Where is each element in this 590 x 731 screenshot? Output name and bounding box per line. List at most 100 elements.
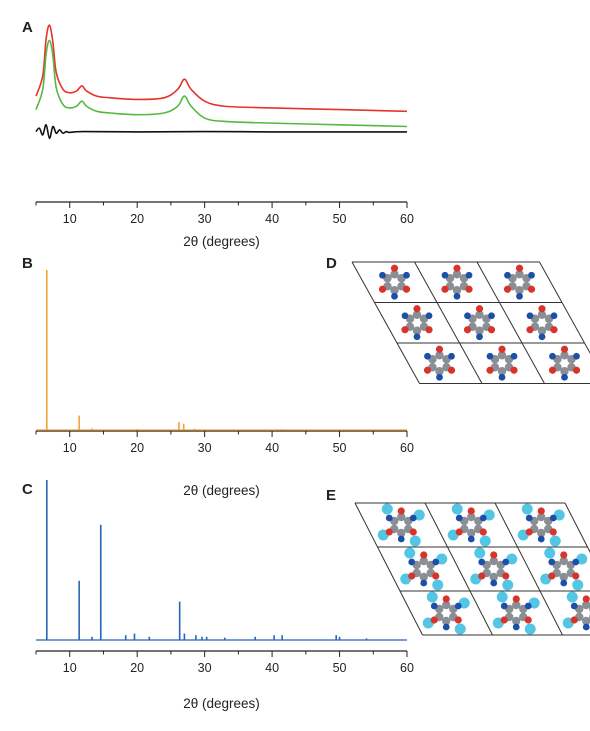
- structure-e-carbon-atom: [419, 556, 428, 566]
- structure-e-nitrogen-atom: [512, 623, 520, 631]
- panel-a-tick-label: 10: [63, 212, 77, 226]
- structure-d-nitrogen-atom: [510, 352, 518, 360]
- structure-e-nitrogen-atom: [420, 579, 428, 587]
- structure-e-molecule: [422, 591, 470, 635]
- structure-e-molecule: [562, 591, 590, 631]
- structure-d-nitrogen-atom: [526, 312, 534, 320]
- structure-e-carbon-atom: [489, 556, 498, 566]
- structure-d-oxygen-atom: [465, 285, 473, 293]
- structure-e-nitrogen-atom: [560, 579, 568, 587]
- structure-e-guest-atom: [381, 503, 393, 515]
- structure-e-nitrogen-atom: [479, 514, 487, 522]
- structure-e-carbon-atom: [419, 572, 428, 582]
- structure-d-cell-edge: [351, 261, 420, 384]
- structure-d-nitrogen-atom: [401, 312, 409, 320]
- structure-e-nitrogen-atom: [502, 558, 510, 566]
- structure-e-carbon-atom: [442, 600, 451, 610]
- chart-panel-b: 10 20 30 40 50 60 2θ (degrees): [35, 270, 414, 498]
- structure-e-molecule: [447, 503, 495, 547]
- structure-e-molecule: [540, 547, 588, 591]
- structure-e-guest-atom: [474, 547, 486, 559]
- structure-d-carbon-atom: [390, 270, 399, 279]
- structure-d-carbon-atom: [515, 270, 524, 279]
- structure-d-carbon-atom: [412, 326, 422, 335]
- structure-e-guest-atom: [502, 579, 514, 591]
- panel-letter-e: E: [326, 487, 336, 504]
- structure-e-guest-atom: [572, 579, 584, 591]
- structure-e-nitrogen-atom: [408, 558, 416, 566]
- structure-d-oxygen-atom: [402, 285, 411, 293]
- structure-d-oxygen-atom: [550, 326, 558, 334]
- structure-e-oxygen-atom: [524, 616, 532, 624]
- structure-d-carbon-atom: [475, 310, 484, 319]
- structure-d-nitrogen-atom: [561, 373, 568, 381]
- structure-d-oxygen-atom: [441, 285, 449, 293]
- structure-e-carbon-atom: [512, 616, 521, 626]
- structure-e-molecule: [517, 503, 565, 547]
- structure-e-oxygen-atom: [582, 595, 590, 603]
- panel-c-x-axis-label: 2θ (degrees): [183, 696, 260, 711]
- structure-e-oxygen-atom: [560, 551, 568, 559]
- structure-d-nitrogen-atom: [391, 292, 398, 300]
- crystal-structure-e: [354, 502, 590, 636]
- structure-e-guest-atom: [549, 535, 561, 547]
- structure-e-guest-atom: [426, 591, 438, 603]
- structure-d-molecule: [486, 345, 518, 381]
- structure-d-oxygen-atom: [475, 305, 484, 313]
- panel-b-tick-label: 50: [333, 441, 347, 455]
- structure-e-oxygen-atom: [572, 572, 580, 580]
- structure-e-oxygen-atom: [570, 616, 578, 624]
- panel-b-x-axis-label: 2θ (degrees): [183, 483, 260, 498]
- structure-d-oxygen-atom: [447, 366, 456, 374]
- structure-d-carbon-atom: [515, 286, 524, 295]
- panel-c-tick-label: 10: [63, 661, 77, 675]
- structure-e-molecule: [470, 547, 518, 591]
- structure-e-oxygen-atom: [467, 507, 475, 515]
- structure-e-carbon-atom: [397, 512, 406, 522]
- structure-e-carbon-atom: [442, 616, 451, 626]
- structure-d-oxygen-atom: [526, 326, 534, 334]
- structure-e-guest-atom: [404, 547, 416, 559]
- structure-e-oxygen-atom: [420, 551, 428, 559]
- panel-b-tick-label: 30: [198, 441, 212, 455]
- panel-c-tick-label: 60: [400, 661, 414, 675]
- structure-e-nitrogen-atom: [454, 602, 462, 610]
- panel-a-series-line-3: [35, 123, 407, 140]
- structure-e-guest-atom: [521, 503, 533, 515]
- structure-e-carbon-atom: [467, 528, 476, 538]
- structure-d-nitrogen-atom: [448, 352, 455, 360]
- structure-d-nitrogen-atom: [488, 312, 495, 320]
- structure-d-oxygen-atom: [425, 326, 433, 334]
- structure-e-carbon-atom: [537, 528, 546, 538]
- structure-e-nitrogen-atom: [409, 514, 417, 522]
- structure-d-molecule: [463, 305, 496, 341]
- structure-d-molecule: [423, 345, 456, 381]
- structure-e-molecule: [492, 591, 540, 635]
- structure-e-carbon-atom: [397, 528, 406, 538]
- structure-d-carbon-atom: [560, 351, 569, 360]
- structure-d-nitrogen-atom: [549, 352, 556, 360]
- structure-d-oxygen-atom: [413, 305, 421, 313]
- panel-b-tick-label: 40: [265, 441, 279, 455]
- panel-a-tick-label: 60: [400, 212, 414, 226]
- structure-d-carbon-atom: [435, 351, 444, 360]
- structure-d-carbon-atom: [412, 310, 422, 319]
- structure-e-guest-atom: [524, 623, 536, 635]
- structure-e-cell-edge: [564, 502, 590, 553]
- structure-d-oxygen-atom: [423, 366, 432, 374]
- structure-e-nitrogen-atom: [478, 558, 486, 566]
- structure-d-oxygen-atom: [401, 326, 409, 334]
- structure-e-nitrogen-atom: [525, 514, 533, 522]
- structure-e-nitrogen-atom: [385, 514, 393, 522]
- structure-e-guest-atom: [409, 535, 421, 547]
- structure-d-molecule: [401, 305, 433, 341]
- structure-d-carbon-atom: [390, 286, 399, 295]
- panel-c-tick-label: 30: [198, 661, 212, 675]
- structure-e-nitrogen-atom: [455, 514, 463, 522]
- structure-e-nitrogen-atom: [467, 535, 475, 543]
- panel-c-tick-label: 50: [333, 661, 347, 675]
- structure-e-carbon-atom: [489, 572, 498, 582]
- structure-d-nitrogen-atom: [453, 292, 461, 300]
- structure-e-nitrogen-atom: [572, 558, 580, 566]
